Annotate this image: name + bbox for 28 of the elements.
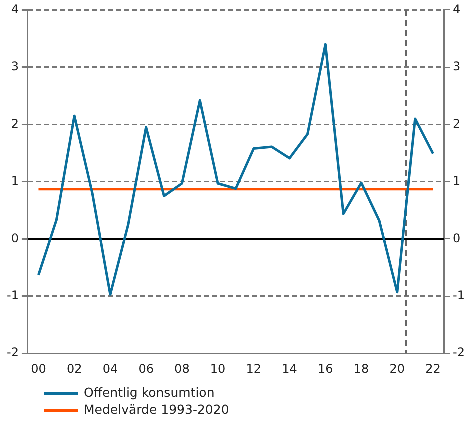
y-tick-label: 3 xyxy=(453,60,461,74)
y2-tick-label: 4 xyxy=(11,2,19,16)
x-tick-label: 18 xyxy=(354,362,370,376)
y2-tick-label: 0 xyxy=(11,231,19,246)
y-tick-label: 2 xyxy=(453,116,461,131)
x-tick-label: 04 xyxy=(102,362,118,376)
y2-tick-label: 1 xyxy=(11,174,19,188)
x-tick-label: 12 xyxy=(246,362,262,376)
x-tick-label: 00 xyxy=(31,362,46,376)
y2-tick-label: 2 xyxy=(11,116,19,131)
y-tick-label: 0 xyxy=(453,231,461,246)
x-tick-label: 14 xyxy=(282,362,298,376)
x-tick-label: 10 xyxy=(210,362,226,376)
x-tick-label: 20 xyxy=(390,362,406,376)
y-tick-label: -1 xyxy=(453,288,466,302)
legend-label: Offentlig konsumtion xyxy=(84,385,215,400)
x-tick-label: 22 xyxy=(426,362,441,376)
y2-tick-label: 3 xyxy=(11,60,19,74)
y-tick-label: 1 xyxy=(453,174,461,188)
x-tick-label: 02 xyxy=(66,362,82,376)
legend-label: Medelvärde 1993-2020 xyxy=(84,402,230,417)
x-tick-label: 08 xyxy=(174,362,190,376)
y2-tick-label: -2 xyxy=(6,346,19,360)
y-tick-label: -2 xyxy=(453,346,466,360)
x-tick-label: 16 xyxy=(318,362,334,376)
x-tick-label: 06 xyxy=(138,362,154,376)
y-tick-label: 4 xyxy=(453,2,461,16)
y2-tick-label: -1 xyxy=(6,288,19,302)
